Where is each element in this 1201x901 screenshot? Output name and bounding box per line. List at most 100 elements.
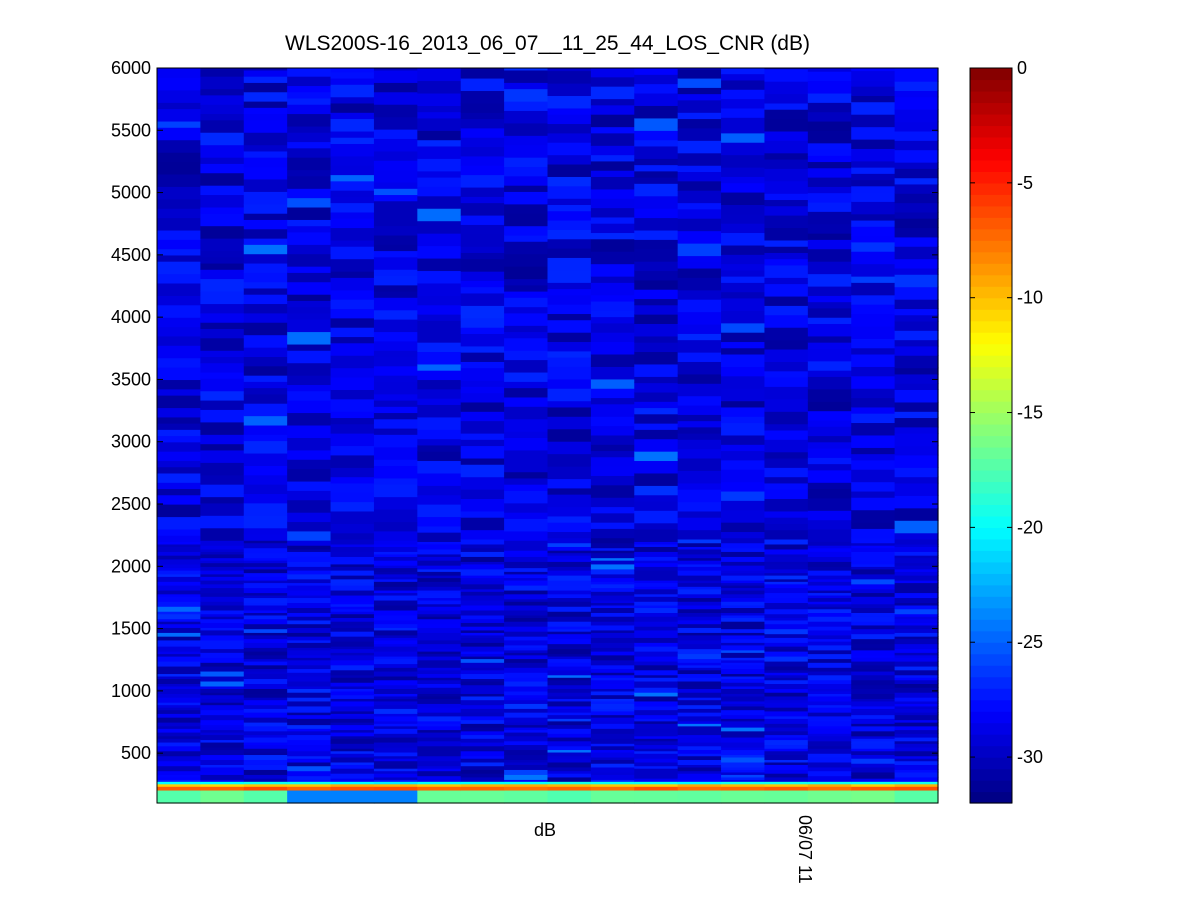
heatmap-cell bbox=[157, 127, 201, 141]
heatmap-cell bbox=[851, 763, 896, 768]
heatmap-cell bbox=[157, 750, 201, 757]
heatmap-cell bbox=[677, 608, 722, 613]
heatmap-cell bbox=[807, 561, 852, 567]
heatmap-cell bbox=[373, 150, 418, 161]
heatmap-cell bbox=[330, 753, 375, 758]
heatmap-cell bbox=[547, 611, 592, 617]
heatmap-cell bbox=[373, 418, 418, 429]
heatmap-cell bbox=[157, 217, 201, 231]
heatmap-cell bbox=[721, 657, 766, 661]
heatmap-cell bbox=[200, 312, 245, 323]
heatmap-cell bbox=[200, 557, 245, 561]
heatmap-cell bbox=[157, 713, 201, 718]
x-tick-label: 06/07 11 bbox=[795, 815, 815, 884]
heatmap-cell bbox=[590, 771, 635, 775]
heatmap-cell bbox=[373, 138, 418, 152]
heatmap-cell bbox=[764, 386, 809, 400]
heatmap-cell bbox=[287, 700, 332, 707]
heatmap-cell bbox=[634, 758, 679, 763]
heatmap-cell bbox=[200, 790, 245, 804]
heatmap-cell bbox=[851, 263, 896, 277]
heatmap-cell bbox=[287, 561, 332, 567]
heatmap-cell bbox=[287, 530, 332, 541]
colorbar-strip bbox=[970, 469, 1012, 483]
heatmap-cell bbox=[200, 657, 245, 663]
heatmap-cell bbox=[764, 702, 809, 708]
colorbar-strip bbox=[970, 194, 1012, 207]
heatmap-cell bbox=[504, 110, 549, 124]
heatmap-cell bbox=[851, 688, 896, 694]
heatmap-cell bbox=[243, 693, 288, 698]
heatmap-cell bbox=[851, 657, 896, 662]
heatmap-cell bbox=[764, 258, 809, 266]
heatmap-cell bbox=[894, 613, 939, 617]
heatmap-cell bbox=[157, 651, 201, 655]
heatmap-cell bbox=[807, 360, 852, 371]
heatmap-cell bbox=[330, 482, 375, 493]
heatmap-cell bbox=[460, 292, 505, 306]
heatmap-cell bbox=[547, 107, 592, 115]
heatmap-cell bbox=[200, 378, 245, 392]
heatmap-cell bbox=[200, 290, 245, 305]
heatmap-cell bbox=[894, 286, 939, 300]
heatmap-cell bbox=[764, 692, 809, 697]
heatmap-cell bbox=[460, 547, 505, 552]
heatmap-cell bbox=[460, 577, 505, 581]
heatmap-cell bbox=[807, 644, 852, 651]
heatmap-cell bbox=[677, 255, 722, 263]
heatmap-cell bbox=[330, 748, 375, 752]
heatmap-cell bbox=[417, 270, 462, 284]
heatmap-cell bbox=[157, 543, 201, 547]
heatmap-cell bbox=[590, 728, 635, 734]
heatmap-cell bbox=[330, 690, 375, 696]
heatmap-cell bbox=[590, 612, 635, 617]
heatmap-cell bbox=[243, 704, 288, 709]
heatmap-cell bbox=[807, 601, 852, 605]
heatmap-cell bbox=[547, 570, 592, 576]
heatmap-cell bbox=[590, 743, 635, 747]
heatmap-cell bbox=[590, 654, 635, 661]
heatmap-cell bbox=[460, 420, 505, 434]
heatmap-cell bbox=[764, 619, 809, 625]
heatmap-cell bbox=[634, 105, 679, 119]
heatmap-cell bbox=[634, 92, 679, 106]
heatmap-cell bbox=[634, 570, 679, 576]
heatmap-cell bbox=[243, 604, 288, 609]
heatmap-cell bbox=[764, 646, 809, 650]
heatmap-cell bbox=[243, 347, 288, 357]
heatmap-cell bbox=[373, 708, 418, 714]
heatmap-cell bbox=[894, 669, 939, 676]
heatmap-cell bbox=[373, 365, 418, 376]
heatmap-cell bbox=[330, 729, 375, 733]
heatmap-cell bbox=[590, 710, 635, 716]
heatmap-cell bbox=[330, 705, 375, 712]
heatmap-cell bbox=[200, 551, 245, 555]
heatmap-cell bbox=[157, 774, 201, 778]
heatmap-cell bbox=[547, 378, 592, 389]
heatmap-cell bbox=[807, 606, 852, 610]
heatmap-cell bbox=[373, 604, 418, 611]
heatmap-cell bbox=[807, 261, 852, 275]
heatmap-cell bbox=[634, 217, 679, 231]
heatmap-cell bbox=[547, 304, 592, 315]
heatmap-cell bbox=[721, 659, 766, 663]
heatmap-cell bbox=[200, 462, 245, 476]
heatmap-cell bbox=[460, 271, 505, 282]
heatmap-cell bbox=[807, 239, 852, 250]
heatmap-cell bbox=[634, 768, 679, 774]
heatmap-cell bbox=[894, 628, 939, 633]
colorbar-strip bbox=[970, 745, 1012, 758]
heatmap-cell bbox=[894, 507, 939, 521]
heatmap-cell bbox=[417, 768, 462, 772]
heatmap-cell bbox=[677, 662, 722, 666]
colorbar-frame bbox=[969, 67, 1013, 804]
heatmap-cell bbox=[721, 244, 766, 255]
heatmap-cell bbox=[807, 192, 852, 203]
heatmap-cell bbox=[243, 281, 288, 289]
heatmap-cell bbox=[721, 688, 766, 694]
heatmap-cell bbox=[330, 710, 375, 714]
heatmap-cell bbox=[764, 723, 809, 728]
heatmap-cell bbox=[287, 362, 332, 376]
heatmap-cell bbox=[200, 157, 245, 164]
heatmap-cell bbox=[330, 648, 375, 653]
